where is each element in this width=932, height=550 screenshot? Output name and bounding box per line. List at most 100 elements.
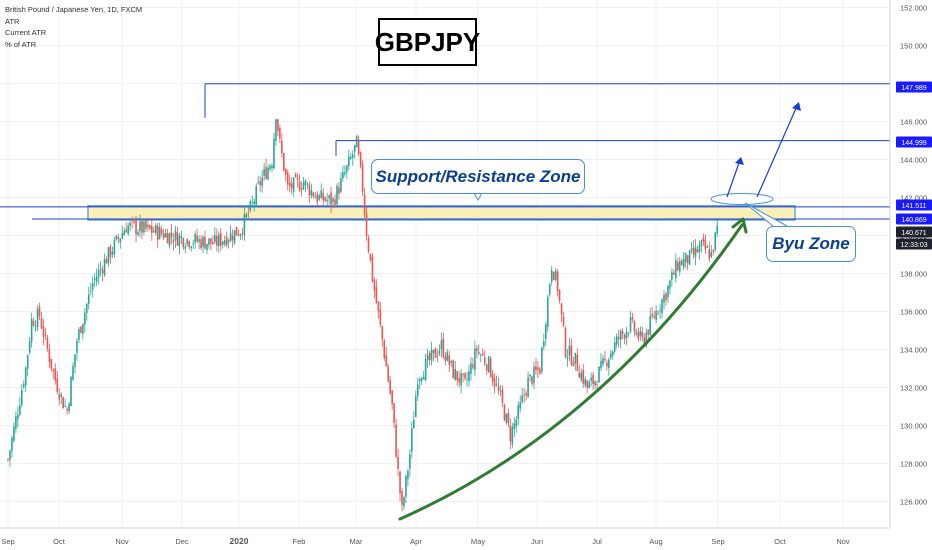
price-axis[interactable]: 126.000 128.000 130.000 132.000 134.000 136.0… [889,0,932,528]
candle-body [129,222,131,226]
candle-body [580,372,583,381]
candle-body [619,330,622,340]
candle-body [462,373,464,376]
candle-body [330,192,332,205]
candle-body [308,185,311,196]
candle-body [20,390,23,405]
candle-body [117,237,120,240]
candle-body [36,308,39,328]
price-tag [896,226,932,238]
candle-body [78,329,80,340]
candle-body [160,229,163,234]
candle-body [578,372,581,378]
time-axis[interactable]: Sep Oct Nov Dec 2020 Feb Mar Apr May Jun Jul Aug Sep… [0,527,890,546]
candle-body [610,353,612,359]
candle-body [657,312,659,314]
support-resistance-label: Support/Resistance Zone [371,159,585,194]
candle-body [257,182,259,184]
candle-body [22,384,25,387]
price-tag [896,238,932,250]
candle-body [294,174,297,178]
indicator-current-atr: Current ATR [5,28,47,37]
candle-body [286,172,289,185]
candle-body [121,233,124,239]
horizontal-levels [0,83,890,220]
candle-body [70,377,72,407]
candle-body [690,248,693,251]
candle-body [367,237,370,252]
candle-body [438,350,441,354]
candle-body [304,180,307,186]
candle-body [247,212,250,214]
candle-body [261,177,263,187]
candle-body [359,152,362,166]
candle-body [194,233,196,243]
large-breakout-arrow [756,105,798,198]
candle-body [629,317,632,332]
candle-body [149,225,151,229]
x-tick-label: Jul [592,537,602,546]
y-tick-label: 150.000 [900,42,927,51]
candle-body [288,182,291,187]
candle-body [158,227,161,240]
candle-body [50,358,53,369]
candle-body [450,360,453,363]
candle-body [279,128,281,139]
candle-body [539,368,541,374]
candle-body [529,374,531,377]
candle-body [489,358,492,377]
candle-body [227,240,230,243]
candle-body [72,365,74,380]
candle-body [631,316,634,320]
candle-body [444,356,447,361]
candle-body [190,246,193,249]
candle-body [164,232,167,238]
candle-body [602,358,604,365]
x-tick-label: Dec [175,537,189,546]
candle-body [409,454,411,469]
candle-body [342,172,344,179]
candle-body [184,246,187,249]
chart-info-panel: British Pound / Japanese Yen, 1D, FXCM A… [5,4,142,50]
candle-body [665,293,667,301]
candle-body [204,237,206,249]
candle-body [340,178,342,193]
candle-body [44,334,47,336]
candle-body [219,232,222,246]
large-breakout-arrow-head [792,102,801,111]
candle-body [336,185,338,205]
candle-body [407,470,409,480]
x-tick-label: Sep [711,537,724,546]
candle-body [237,234,240,236]
small-breakout-arrow [726,159,741,198]
candle-body [196,235,198,242]
candle-body [235,226,238,236]
candle-body [673,272,675,275]
candle-body [318,195,321,200]
candle-body [91,283,94,290]
candle-body [135,220,137,235]
candle-body [15,416,17,429]
candle-body [255,186,258,205]
candle-body [60,394,62,397]
price-tag-label: 140.671 [901,230,926,237]
candle-body [216,235,218,246]
candle-body [375,287,378,303]
candle-body [296,178,299,180]
y-tick-label: 144.000 [900,156,927,165]
candle-body [74,354,76,367]
candle-body [320,190,323,199]
candle-body [239,234,242,236]
candle-body [507,412,510,424]
candle-body [582,369,585,384]
candle-body [513,423,516,430]
x-tick-label: 2020 [230,536,249,546]
candle-body [564,327,567,358]
candle-body [596,384,598,386]
candle-body [298,181,301,191]
candle-body [667,285,669,298]
candle-body [111,251,114,255]
candle-body [95,276,98,282]
candle-body [448,355,451,365]
